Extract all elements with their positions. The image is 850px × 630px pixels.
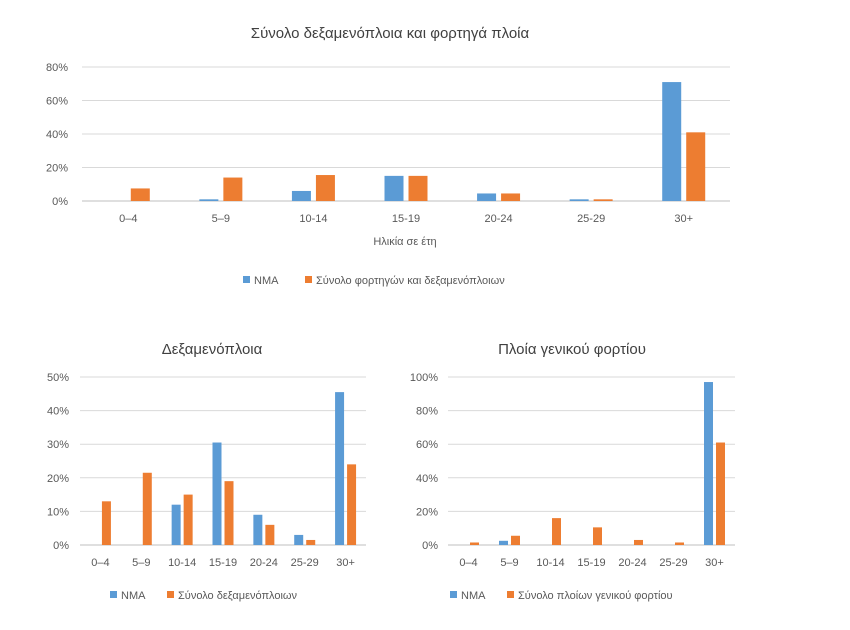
chart2-y-tick-label: 0% — [53, 540, 69, 552]
chart1-legend-swatch — [243, 276, 250, 283]
chart3-y-tick-label: 40% — [416, 473, 438, 485]
chart1-y-tick-label: 40% — [46, 129, 68, 141]
chart2-bar-total — [101, 501, 111, 545]
chart2-y-tick-label: 30% — [47, 439, 69, 451]
chart2-x-tick-label: 0–4 — [91, 557, 109, 569]
chart2-bar-total — [142, 472, 152, 545]
chart1-bar-total — [408, 175, 428, 201]
chart3-bar-nma — [499, 540, 508, 545]
chart2-bar-nma — [335, 392, 345, 545]
chart2-y-tick-label: 40% — [47, 406, 69, 418]
chart2-bar-nma — [294, 534, 304, 545]
chart1-bar-nma — [199, 199, 219, 201]
chart3-x-tick-label: 30+ — [705, 557, 724, 569]
chart1-bar-nma — [384, 175, 404, 201]
chart3-x-tick-label: 15-19 — [577, 557, 605, 569]
chart1-legend-label: NMA — [254, 275, 279, 287]
chart1-x-tick-label: 25-29 — [577, 213, 605, 225]
chart1-legend-swatch — [305, 276, 312, 283]
chart3-y-tick-label: 20% — [416, 506, 438, 518]
chart1-y-tick-label: 80% — [46, 62, 68, 74]
chart2-y-tick-label: 20% — [47, 473, 69, 485]
chart3-bar-total — [634, 539, 643, 545]
chart3-title: Πλοία γενικού φορτίου — [498, 341, 646, 358]
chart2-legend-label: NMA — [121, 590, 146, 602]
chart3-x-tick-label: 0–4 — [459, 557, 477, 569]
chart1-bar-total — [130, 188, 150, 201]
chart2-y-tick-label: 50% — [47, 372, 69, 384]
chart3-bar-total — [675, 542, 684, 545]
chart1-bar-nma — [662, 82, 682, 201]
chart1-legend-label: Σύνολο φορτηγών και δεξαμενόπλοιων — [316, 275, 505, 287]
chart1-x-tick-label: 0–4 — [119, 213, 137, 225]
chart2-bar-total — [183, 494, 193, 545]
chart3-x-tick-label: 10-14 — [536, 557, 564, 569]
chart1-title: Σύνολο δεξαμενόπλοια και φορτηγά πλοία — [251, 25, 530, 42]
chart3-y-tick-label: 100% — [410, 372, 438, 384]
chart2-x-tick-label: 25-29 — [291, 557, 319, 569]
chart3-x-tick-label: 5–9 — [500, 557, 518, 569]
chart3-bar-total — [593, 527, 602, 545]
chart3-legend-label: NMA — [461, 590, 486, 602]
chart2-legend-swatch — [110, 591, 117, 598]
chart3-y-tick-label: 0% — [422, 540, 438, 552]
chart1-bar-total — [501, 193, 521, 201]
chart2-bar-total — [265, 524, 275, 545]
chart3-x-tick-label: 25-29 — [659, 557, 687, 569]
chart1-x-tick-label: 15-19 — [392, 213, 420, 225]
chart1-bar-total — [223, 177, 243, 201]
chart2-bar-nma — [253, 514, 263, 545]
chart1-x-tick-label: 5–9 — [212, 213, 230, 225]
chart2-bar-total — [347, 464, 357, 545]
chart2-x-tick-label: 30+ — [336, 557, 355, 569]
chart1-bar-nma — [291, 190, 311, 201]
chart3-x-tick-label: 20-24 — [618, 557, 646, 569]
chart3-bar-total — [552, 518, 561, 545]
chart3-legend-swatch — [507, 591, 514, 598]
chart1-bar-total — [686, 132, 706, 201]
chart1-bar-total — [315, 175, 335, 201]
chart3-legend-swatch — [450, 591, 457, 598]
chart3-bar-total — [511, 535, 520, 545]
chart3-y-tick-label: 80% — [416, 406, 438, 418]
chart2-legend-label: Σύνολο δεξαμενόπλοιων — [178, 590, 298, 602]
chart1-x-axis-title: Ηλικία σε έτη — [373, 236, 436, 248]
chart1-x-tick-label: 20-24 — [485, 213, 513, 225]
chart2-x-tick-label: 15-19 — [209, 557, 237, 569]
chart2-bar-total — [224, 481, 234, 545]
chart2-y-tick-label: 10% — [47, 506, 69, 518]
chart2-bar-nma — [212, 442, 222, 545]
chart1-x-tick-label: 10-14 — [299, 213, 327, 225]
chart3-y-tick-label: 60% — [416, 439, 438, 451]
chart2-x-tick-label: 10-14 — [168, 557, 196, 569]
chart1-y-tick-label: 20% — [46, 163, 68, 175]
chart2-bar-total — [306, 539, 316, 545]
chart1-bar-total — [593, 199, 613, 201]
chart1-bar-nma — [477, 193, 497, 201]
chart1-x-tick-label: 30+ — [674, 213, 693, 225]
chart2-legend-swatch — [167, 591, 174, 598]
chart3-legend-label: Σύνολο πλοίων γενικού φορτίου — [518, 590, 673, 602]
chart3-bar-nma — [704, 382, 713, 545]
chart2-title: Δεξαμενόπλοια — [162, 341, 263, 358]
chart1-y-tick-label: 60% — [46, 96, 68, 108]
chart2-x-tick-label: 5–9 — [132, 557, 150, 569]
chart1-bar-nma — [569, 199, 589, 201]
chart1-y-tick-label: 0% — [52, 196, 68, 208]
chart3-bar-total — [470, 542, 479, 545]
chart2-x-tick-label: 20-24 — [250, 557, 278, 569]
chart3-bar-total — [716, 442, 725, 545]
chart2-bar-nma — [171, 504, 181, 545]
